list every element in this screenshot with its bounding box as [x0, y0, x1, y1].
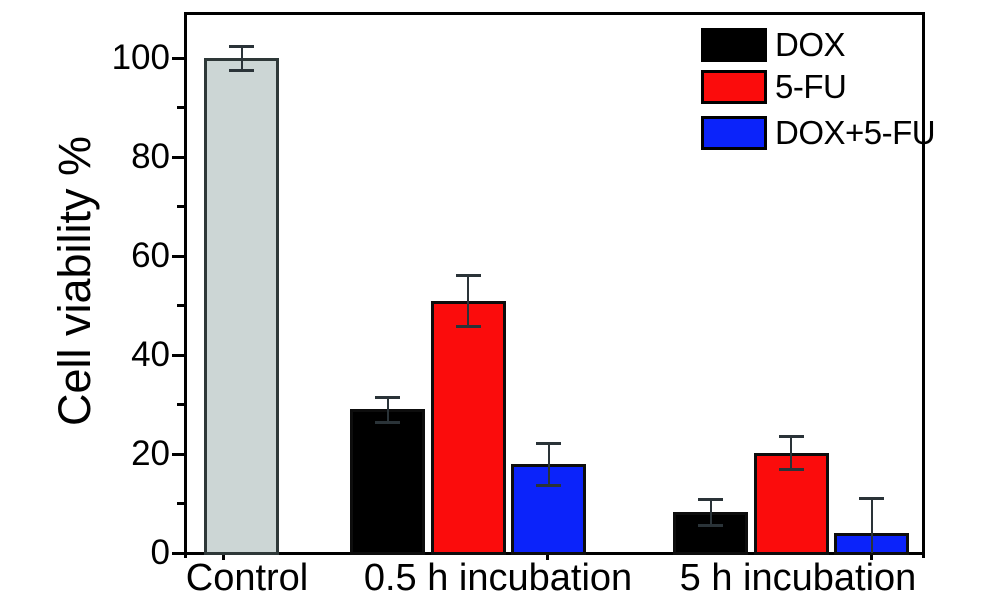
y-major-tick	[172, 155, 184, 159]
y-tick-label: 100	[111, 38, 170, 77]
y-major-tick	[172, 353, 184, 357]
y-major-tick	[172, 452, 184, 456]
axis-spine-top	[184, 12, 925, 15]
error-bar-cap-bottom	[375, 420, 400, 424]
error-bar-cap-top	[859, 496, 884, 500]
y-major-tick	[172, 56, 184, 60]
blue-swatch	[701, 116, 767, 150]
error-bar-cap-bottom	[778, 468, 804, 472]
y-minor-tick	[177, 304, 184, 307]
error-bar-cap-bottom	[536, 483, 561, 487]
x-tick	[869, 555, 873, 560]
red-swatch	[701, 70, 767, 104]
y-minor-tick	[177, 106, 184, 109]
y-minor-tick	[177, 205, 184, 208]
error-bar-cap-bottom	[229, 69, 254, 73]
error-bar-cap-bottom	[698, 524, 723, 528]
y-tick-label: 0	[150, 533, 170, 572]
error-bar-cap-top	[536, 442, 561, 446]
legend-label: DOX	[775, 26, 846, 63]
error-bar-cap-top	[778, 434, 804, 438]
error-bar-cap-top	[698, 497, 723, 501]
error-bar-line	[386, 397, 389, 422]
x-tick	[221, 555, 225, 560]
x-category-label: 0.5 h incubation	[363, 557, 633, 599]
y-tick-label: 40	[131, 335, 170, 374]
y-minor-tick	[177, 403, 184, 406]
legend-label: DOX+5-FU	[775, 114, 936, 151]
error-bar-line	[870, 497, 873, 553]
bar-5-fu	[430, 300, 506, 555]
y-tick-label: 20	[131, 434, 170, 473]
error-bar-line	[709, 498, 712, 526]
axis-spine-left	[184, 12, 187, 558]
y-major-tick	[172, 254, 184, 258]
error-bar-cap-top	[375, 396, 400, 400]
y-tick-label: 60	[131, 236, 170, 275]
x-category-label: Control	[185, 557, 309, 599]
error-bar-line	[240, 45, 243, 71]
black-swatch	[701, 28, 767, 62]
bar-control	[204, 58, 279, 555]
bar-dox	[350, 409, 425, 555]
x-category-label: 5 h incubation	[679, 557, 917, 599]
bar-dox-5-fu	[511, 463, 586, 555]
error-bar-cap-top	[229, 44, 254, 48]
error-bar-cap-bottom	[455, 325, 481, 329]
x-tick	[545, 555, 549, 560]
error-bar-cap-top	[455, 273, 481, 277]
y-tick-label: 80	[131, 137, 170, 176]
error-bar-line	[547, 443, 550, 485]
legend-label: 5-FU	[775, 68, 847, 105]
y-axis-title: Cell viability %	[49, 135, 100, 427]
y-minor-tick	[177, 502, 184, 505]
axis-spine-right	[922, 12, 925, 558]
error-bar-line	[790, 435, 792, 470]
error-bar-line	[467, 274, 469, 327]
y-major-tick	[172, 551, 184, 555]
